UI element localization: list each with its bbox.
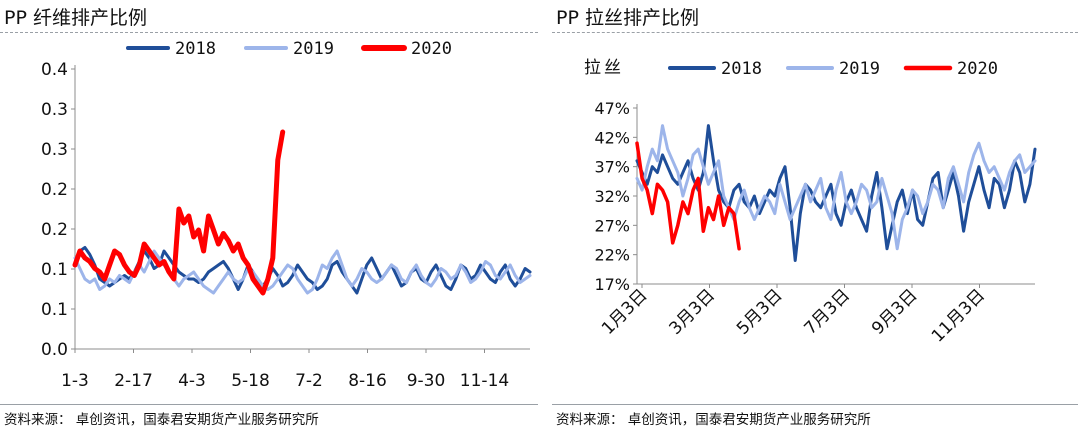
- y-tick-label: 17%: [594, 275, 630, 294]
- y-tick-label: 0.1: [41, 260, 68, 280]
- x-tick-label: 2-17: [114, 371, 153, 391]
- legend-label-2018: 2018: [721, 59, 762, 79]
- chart-title: PP 拉丝排产比例: [556, 7, 699, 29]
- x-tick-label: 9-30: [407, 371, 446, 391]
- title-divider: [0, 32, 538, 33]
- x-tick-label: 1-3: [61, 371, 89, 391]
- chart-title: PP 纤维排产比例: [4, 7, 147, 29]
- series-line-2019: [635, 124, 1037, 251]
- series-line-2019: [73, 249, 532, 295]
- y-tick-label: 0.2: [41, 220, 68, 240]
- source-note: 资料来源： 卓创资讯，国泰君安期货产业服务研究所: [556, 412, 871, 428]
- y-tick-label: 27%: [594, 216, 630, 235]
- source-divider: [552, 404, 1078, 405]
- y-tick-label: 0.3: [41, 100, 68, 120]
- legend-label-2019: 2019: [293, 39, 334, 59]
- panel-raffia: PP 拉丝排产比例 17% 22% 27% 32% 37% 42% 47% 1月3日 3月3日 5…: [552, 0, 1080, 432]
- y-tick-label: 47%: [594, 99, 630, 118]
- y-tick-label: 22%: [594, 246, 630, 265]
- source-note: 资料来源： 卓创资讯，国泰君安期货产业服务研究所: [4, 412, 319, 428]
- legend-label-2020: 2020: [411, 39, 452, 59]
- x-tick-label: 11-14: [460, 371, 509, 391]
- y-tick-label: 37%: [594, 158, 630, 177]
- raffia-line-chart: 17%22%27%32%37%42%47%1月3日 3月3日 5月3日 7月3日 9月3…: [584, 58, 1037, 347]
- x-tick-label: 5月3日: [733, 285, 786, 338]
- y-tick-label: 0.3: [41, 140, 68, 160]
- y-axis-label: 拉丝: [584, 58, 624, 78]
- x-tick-label: 7月3日: [801, 285, 854, 338]
- fiber-line-chart: 0.0 0.1 0.1 0.2 0.2 0.3 0.3 0.4 1-3 2-17 4-3 5-18 7-…: [41, 39, 532, 391]
- x-tick-label: 7-2: [295, 371, 323, 391]
- title-divider: [552, 32, 1078, 33]
- x-tick-label: 11月3日: [928, 285, 989, 346]
- y-tick-label: 0.2: [41, 180, 68, 200]
- y-tick-label: 0.0: [41, 340, 68, 360]
- x-tick-label: 8-16: [348, 371, 387, 391]
- legend-label-2019: 2019: [839, 59, 880, 79]
- series-line-2020: [635, 141, 741, 251]
- x-tick-label: 5-18: [231, 371, 270, 391]
- source-divider: [0, 404, 538, 405]
- legend-label-2020: 2020: [957, 59, 998, 79]
- y-tick-label: 32%: [594, 187, 630, 206]
- y-tick-label: 0.1: [41, 300, 68, 320]
- x-tick-label: 4-3: [178, 371, 206, 391]
- y-tick-label: 0.4: [41, 60, 68, 80]
- panel-fiber: PP 纤维排产比例 0.0 0.1 0.1 0.2 0.2 0.3 0.3 0.4 1-3 2-1…: [0, 7, 538, 428]
- series-line-2018: [635, 124, 1037, 262]
- series-line-2020: [72, 129, 286, 296]
- x-tick-label: 3月3日: [666, 285, 719, 338]
- x-tick-label: 9月3日: [868, 285, 921, 338]
- y-tick-label: 42%: [594, 128, 630, 147]
- legend-label-2018: 2018: [175, 39, 216, 59]
